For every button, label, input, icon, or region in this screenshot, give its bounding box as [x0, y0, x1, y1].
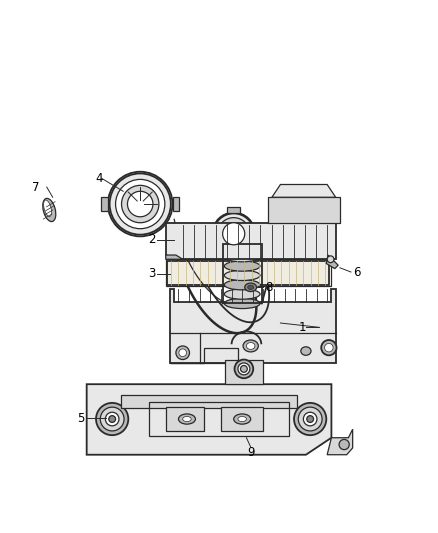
Ellipse shape [218, 217, 250, 250]
Ellipse shape [234, 360, 253, 378]
Polygon shape [173, 197, 179, 211]
Ellipse shape [325, 343, 333, 352]
Ellipse shape [247, 343, 255, 349]
Ellipse shape [240, 366, 247, 372]
Ellipse shape [213, 213, 254, 254]
Polygon shape [87, 384, 332, 455]
Bar [166, 259, 331, 286]
Ellipse shape [307, 416, 314, 423]
Text: 7: 7 [32, 181, 39, 193]
Ellipse shape [245, 283, 257, 292]
Ellipse shape [339, 439, 349, 450]
Ellipse shape [224, 243, 260, 253]
Ellipse shape [176, 346, 190, 360]
Polygon shape [166, 223, 336, 259]
Text: 1: 1 [299, 321, 307, 334]
Ellipse shape [243, 340, 258, 352]
Text: 5: 5 [78, 411, 85, 425]
Bar [167, 261, 329, 285]
Ellipse shape [43, 198, 56, 222]
Text: 9: 9 [247, 446, 254, 459]
Polygon shape [170, 289, 336, 363]
Ellipse shape [109, 416, 116, 423]
Ellipse shape [44, 200, 52, 216]
Ellipse shape [238, 416, 247, 422]
Polygon shape [101, 197, 108, 211]
Ellipse shape [116, 180, 165, 229]
Ellipse shape [224, 252, 260, 262]
Ellipse shape [127, 191, 153, 217]
Ellipse shape [234, 414, 251, 424]
Ellipse shape [100, 407, 124, 431]
Text: 4: 4 [95, 172, 102, 185]
Text: 3: 3 [148, 267, 155, 280]
Ellipse shape [301, 347, 311, 356]
Polygon shape [326, 255, 338, 269]
Ellipse shape [224, 270, 260, 280]
Text: 8: 8 [265, 281, 272, 294]
Ellipse shape [238, 363, 250, 375]
Bar [268, 197, 340, 223]
Ellipse shape [223, 223, 245, 245]
Polygon shape [221, 407, 263, 431]
Text: 6: 6 [353, 265, 360, 279]
Ellipse shape [224, 298, 260, 309]
Ellipse shape [110, 173, 171, 235]
Polygon shape [166, 407, 204, 431]
Ellipse shape [327, 256, 334, 263]
Ellipse shape [224, 261, 260, 271]
Ellipse shape [248, 285, 254, 289]
Ellipse shape [179, 349, 187, 357]
Ellipse shape [178, 414, 195, 424]
Ellipse shape [321, 340, 336, 356]
Ellipse shape [96, 403, 128, 435]
Ellipse shape [304, 412, 317, 426]
Ellipse shape [224, 280, 260, 290]
Text: 2: 2 [148, 233, 155, 246]
Polygon shape [121, 395, 297, 408]
Ellipse shape [294, 403, 326, 435]
Polygon shape [227, 207, 240, 213]
Ellipse shape [183, 416, 191, 422]
Polygon shape [327, 429, 353, 455]
Polygon shape [272, 184, 336, 197]
Ellipse shape [106, 412, 119, 426]
Polygon shape [225, 360, 263, 384]
Ellipse shape [121, 185, 159, 223]
Ellipse shape [298, 407, 322, 431]
Polygon shape [166, 255, 183, 259]
Ellipse shape [224, 289, 260, 299]
